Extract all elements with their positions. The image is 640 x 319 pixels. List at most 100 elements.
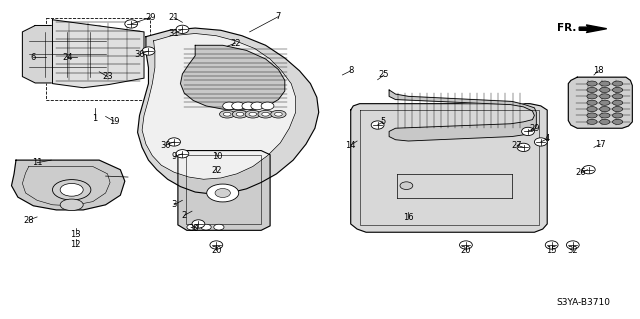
Text: 29: 29 (145, 13, 156, 22)
Text: 26: 26 (576, 168, 586, 177)
Polygon shape (351, 104, 547, 232)
Polygon shape (52, 20, 144, 88)
Ellipse shape (192, 220, 205, 228)
Text: 5: 5 (380, 117, 385, 126)
Ellipse shape (176, 150, 189, 158)
Ellipse shape (60, 199, 83, 211)
Text: 32: 32 (568, 246, 578, 255)
Text: 4: 4 (545, 134, 550, 143)
Text: 21: 21 (169, 13, 179, 22)
Text: 6: 6 (31, 53, 36, 62)
Ellipse shape (566, 241, 579, 249)
Text: 30: 30 (160, 141, 170, 150)
Ellipse shape (60, 183, 83, 196)
Ellipse shape (600, 113, 610, 118)
Ellipse shape (142, 47, 155, 55)
Ellipse shape (275, 112, 282, 116)
Ellipse shape (262, 112, 269, 116)
Ellipse shape (545, 241, 558, 249)
Text: S3YA-B3710: S3YA-B3710 (557, 298, 611, 307)
Ellipse shape (232, 110, 248, 118)
Ellipse shape (168, 138, 180, 146)
Polygon shape (142, 33, 296, 179)
Ellipse shape (612, 81, 623, 86)
Polygon shape (22, 26, 112, 83)
Text: 1: 1 (92, 114, 97, 122)
Ellipse shape (176, 25, 189, 33)
Text: 9: 9 (172, 152, 177, 161)
Ellipse shape (612, 87, 623, 93)
Ellipse shape (251, 102, 264, 110)
Ellipse shape (214, 224, 224, 230)
Ellipse shape (587, 87, 597, 93)
Polygon shape (389, 90, 536, 141)
Text: 3: 3 (172, 200, 177, 209)
Text: 31: 31 (169, 29, 179, 38)
Ellipse shape (587, 107, 597, 112)
Text: 24: 24 (62, 53, 72, 62)
Ellipse shape (612, 94, 623, 99)
Ellipse shape (207, 184, 239, 202)
Text: 22: 22 (211, 166, 221, 175)
Ellipse shape (460, 241, 472, 249)
Ellipse shape (517, 143, 530, 152)
Ellipse shape (187, 224, 197, 230)
Text: 7: 7 (276, 12, 281, 21)
Ellipse shape (582, 166, 595, 174)
Ellipse shape (587, 94, 597, 99)
Ellipse shape (242, 102, 255, 110)
Ellipse shape (261, 102, 274, 110)
Text: 17: 17 (595, 140, 605, 149)
Ellipse shape (245, 110, 260, 118)
Ellipse shape (600, 94, 610, 99)
Polygon shape (568, 77, 632, 128)
Ellipse shape (600, 100, 610, 105)
Text: FR.: FR. (557, 23, 576, 33)
Polygon shape (138, 28, 319, 194)
Text: 22: 22 (230, 39, 241, 48)
Ellipse shape (236, 112, 244, 116)
Text: 14: 14 (346, 141, 356, 150)
Ellipse shape (52, 180, 91, 200)
Text: 18: 18 (593, 66, 604, 75)
Text: 20: 20 (211, 246, 221, 255)
Ellipse shape (271, 110, 286, 118)
Ellipse shape (612, 107, 623, 112)
Ellipse shape (400, 182, 413, 189)
Text: 28: 28 (24, 216, 34, 225)
Ellipse shape (210, 241, 223, 249)
Ellipse shape (215, 189, 230, 197)
Ellipse shape (371, 121, 384, 129)
Ellipse shape (612, 113, 623, 118)
Polygon shape (180, 45, 285, 110)
Ellipse shape (249, 112, 257, 116)
Text: 15: 15 (547, 246, 557, 255)
Polygon shape (12, 160, 125, 210)
Text: 30: 30 (134, 50, 145, 59)
Text: 27: 27 (512, 141, 522, 150)
Text: 25: 25 (379, 70, 389, 79)
Ellipse shape (201, 224, 211, 230)
Ellipse shape (223, 112, 231, 116)
Text: 19: 19 (109, 117, 119, 126)
Polygon shape (178, 151, 270, 230)
Ellipse shape (587, 119, 597, 124)
Text: 29: 29 (529, 124, 540, 133)
Ellipse shape (587, 81, 597, 86)
Text: 12: 12 (70, 240, 81, 249)
Ellipse shape (232, 102, 244, 110)
Ellipse shape (612, 119, 623, 124)
Ellipse shape (534, 138, 547, 146)
Ellipse shape (220, 110, 235, 118)
Text: 8: 8 (348, 66, 353, 75)
Ellipse shape (522, 127, 534, 136)
Ellipse shape (223, 102, 236, 110)
Ellipse shape (600, 87, 610, 93)
Text: 30: 30 (188, 224, 198, 233)
Text: 20: 20 (461, 246, 471, 255)
Text: 2: 2 (182, 211, 187, 220)
Ellipse shape (258, 110, 273, 118)
Text: 10: 10 (212, 152, 223, 161)
Ellipse shape (612, 100, 623, 105)
Text: 23: 23 (102, 72, 113, 81)
